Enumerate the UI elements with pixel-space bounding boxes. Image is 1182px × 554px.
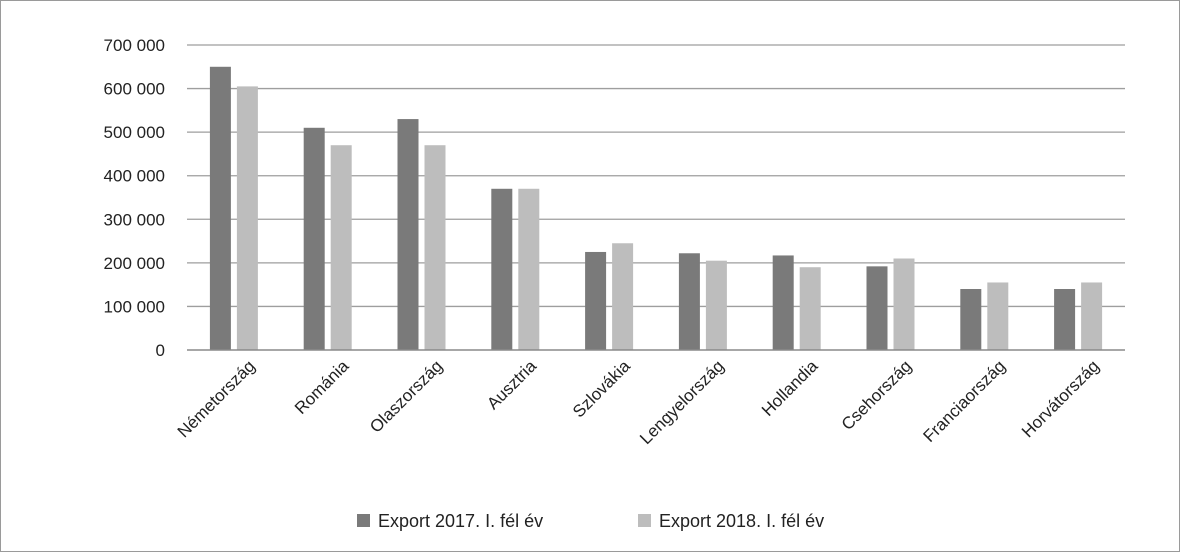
category-label: Németország bbox=[174, 356, 259, 441]
bar-series-2 bbox=[424, 145, 446, 350]
bar-series-1 bbox=[678, 253, 700, 350]
bar-series-2 bbox=[799, 267, 821, 350]
bar-series-1 bbox=[303, 127, 325, 351]
legend-swatch bbox=[357, 514, 370, 527]
legend: Export 2017. I. fél év Export 2018. I. fé… bbox=[357, 511, 824, 531]
category-label: Olaszország bbox=[366, 356, 446, 436]
category-label: Csehország bbox=[838, 356, 916, 434]
bar-series-2 bbox=[236, 86, 258, 351]
y-tick-label: 700 000 bbox=[104, 36, 165, 55]
category-label: Hollandia bbox=[758, 356, 822, 420]
y-tick-label: 600 000 bbox=[104, 80, 165, 99]
y-tick-label: 400 000 bbox=[104, 167, 165, 186]
bar-series-1 bbox=[866, 266, 888, 350]
bar-series-2 bbox=[893, 258, 915, 350]
y-tick-label: 0 bbox=[156, 341, 165, 360]
category-label: Szlovákia bbox=[569, 356, 634, 421]
bar-series-1 bbox=[1054, 289, 1076, 350]
bar-series-2 bbox=[330, 145, 352, 350]
category-label: Ausztria bbox=[483, 356, 540, 413]
bars bbox=[209, 66, 1103, 351]
bar-series-2 bbox=[1081, 282, 1103, 350]
bar-series-2 bbox=[705, 260, 727, 350]
legend-label: Export 2017. I. fél év bbox=[378, 511, 543, 531]
category-label: Románia bbox=[291, 356, 353, 418]
y-tick-label: 300 000 bbox=[104, 210, 165, 229]
legend-label: Export 2018. I. fél év bbox=[659, 511, 824, 531]
y-tick-label: 200 000 bbox=[104, 254, 165, 273]
category-label: Franciaország bbox=[920, 356, 1010, 446]
bar-series-1 bbox=[960, 289, 982, 350]
bar-series-1 bbox=[585, 251, 607, 350]
legend-swatch bbox=[638, 514, 651, 527]
category-label: Horvátország bbox=[1018, 356, 1103, 441]
bar-series-1 bbox=[491, 188, 513, 350]
gridlines bbox=[187, 44, 1125, 308]
y-tick-label: 500 000 bbox=[104, 123, 165, 142]
bar-series-2 bbox=[987, 282, 1009, 350]
category-label: Lengyelország bbox=[636, 356, 728, 448]
bar-series-1 bbox=[209, 66, 231, 351]
category-labels: Németország Románia Olaszország Ausztria Szl… bbox=[174, 356, 1103, 448]
bar-series-1 bbox=[397, 119, 419, 350]
bar-series-1 bbox=[772, 255, 794, 350]
bar-series-2 bbox=[518, 188, 540, 350]
y-tick-label: 100 000 bbox=[104, 297, 165, 316]
y-axis-tick-labels: 0 100 000 200 000 300 000 400 000 500 000 600 … bbox=[104, 36, 165, 360]
bar-series-2 bbox=[612, 243, 634, 350]
